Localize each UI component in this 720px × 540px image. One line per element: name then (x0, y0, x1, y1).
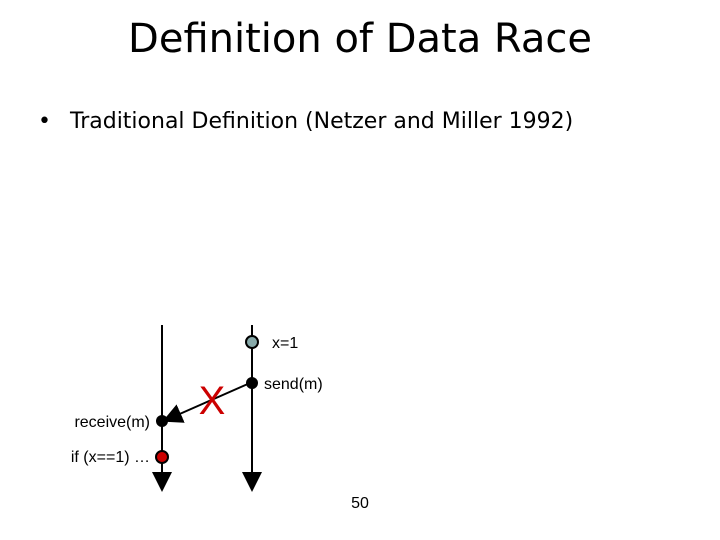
cross-marker: X (199, 379, 226, 423)
bullet-dot: • (38, 109, 51, 134)
node-label: send(m) (264, 376, 323, 393)
node-label: x=1 (272, 335, 298, 352)
event-node (246, 377, 258, 389)
page-number: 50 (351, 495, 369, 512)
node-label: if (x==1) … (71, 449, 150, 466)
node-label: receive(m) (74, 414, 150, 431)
event-node (245, 335, 259, 349)
bullet-text: Traditional Definition (Netzer and Mille… (69, 109, 573, 134)
message-arrow (162, 382, 251, 423)
event-node (156, 415, 168, 427)
event-node (155, 450, 169, 464)
slide-title: Definition of Data Race (128, 16, 592, 62)
